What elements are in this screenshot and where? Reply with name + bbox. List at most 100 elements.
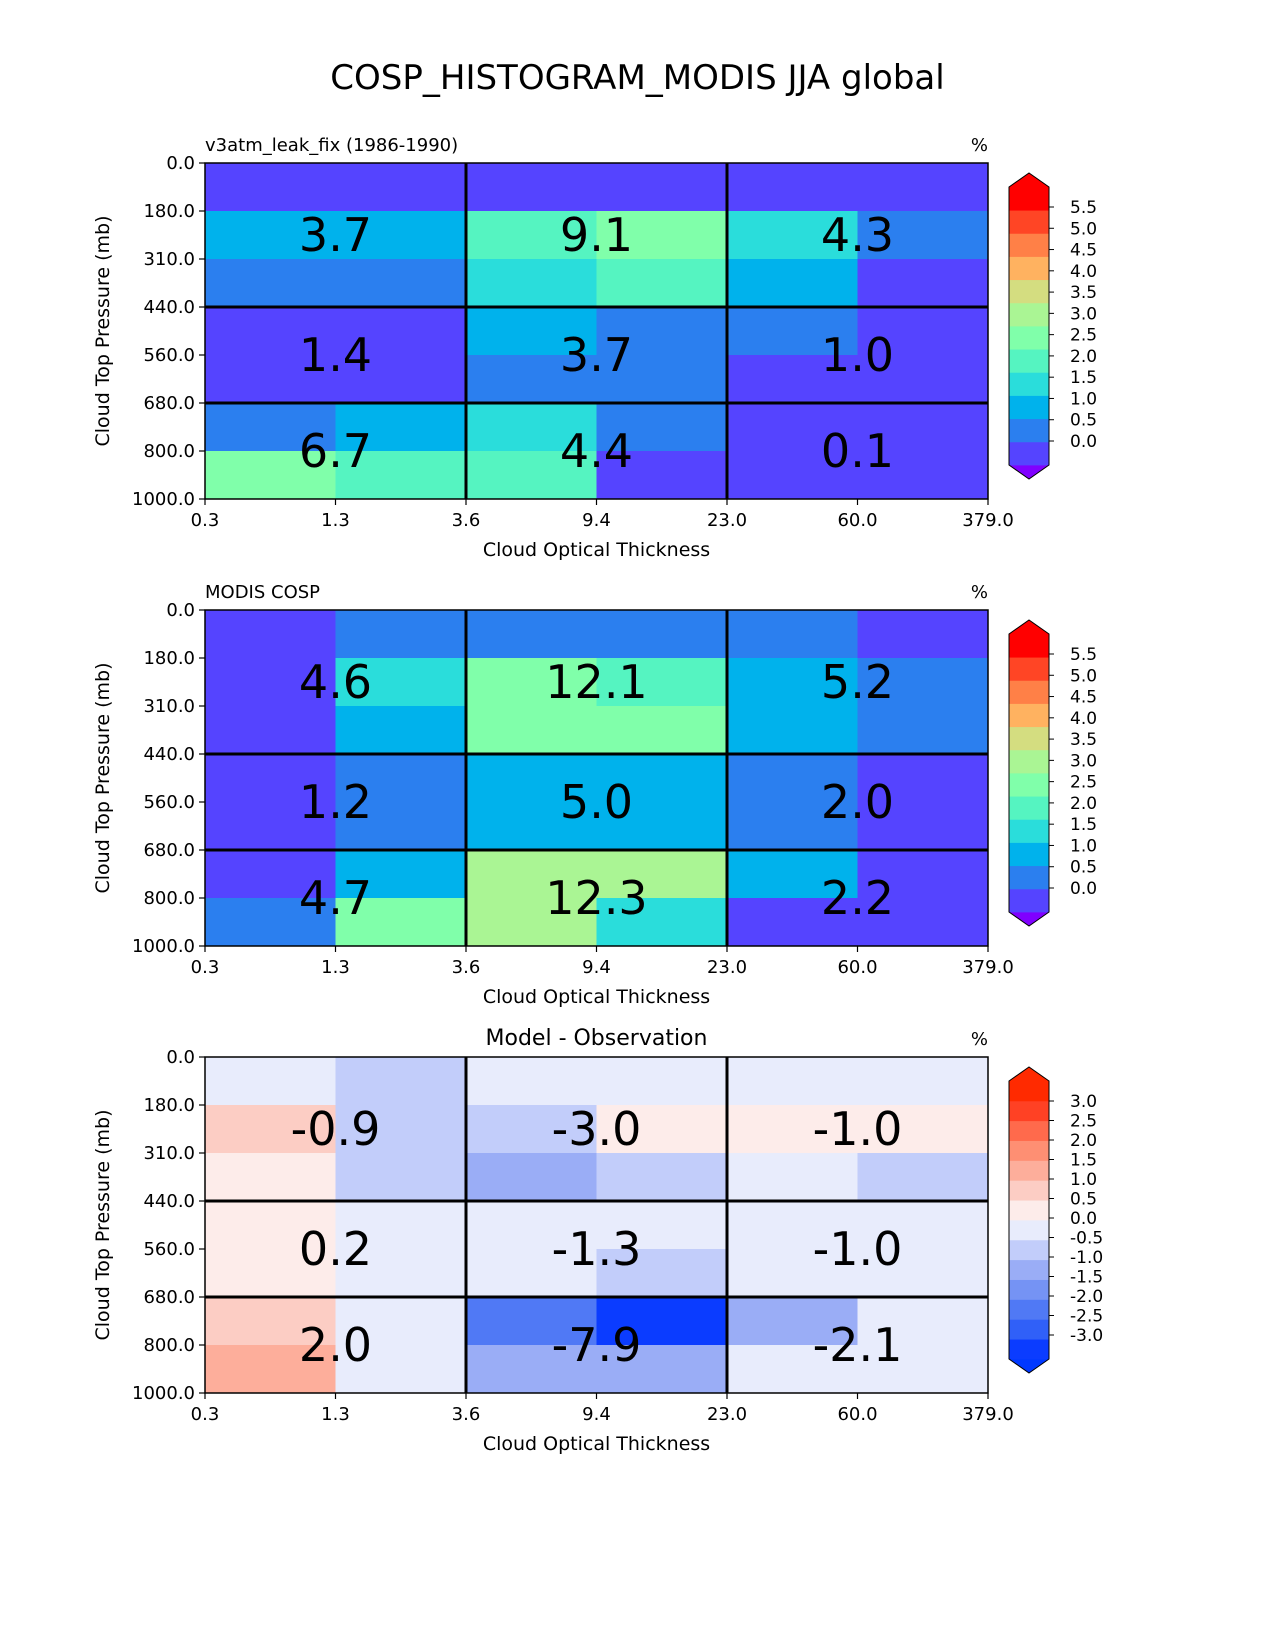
heatmap-cell	[205, 610, 336, 659]
heatmap-cell	[857, 1297, 989, 1346]
heatmap-cell	[335, 355, 467, 404]
group-value-label: 9.1	[560, 208, 633, 262]
group-value-label: -3.0	[552, 1102, 642, 1156]
y-tick-label: 0.0	[166, 153, 195, 174]
colorbar-tick-label: 3.5	[1070, 730, 1097, 750]
colorbar-segment	[1009, 1259, 1049, 1280]
group-value-label: 5.2	[821, 655, 894, 709]
colorbar-segment	[1009, 657, 1049, 681]
x-tick-label: 60.0	[837, 510, 877, 531]
heatmap-panel-3: -0.9 -3.0 -1.0 0.2 -1.3 -1.0 2.0 -7.9 -2.1 0.3 1.3…	[92, 1026, 1103, 1455]
colorbar-tick-label: 4.0	[1070, 709, 1097, 729]
colorbar-outline	[1008, 1066, 1050, 1374]
group-value-label: -2.1	[813, 1318, 903, 1372]
units-label: %	[971, 582, 988, 603]
colorbar-segment	[1009, 773, 1049, 797]
heatmap-cell	[727, 403, 858, 452]
colorbar-segment	[1009, 1220, 1049, 1241]
heatmap-cell	[727, 355, 858, 404]
y-tick-label: 0.0	[166, 600, 195, 621]
colorbar-segment	[1009, 279, 1049, 304]
colorbar-segment	[1009, 680, 1049, 704]
heatmap-cell	[335, 658, 467, 707]
colorbar-tick-label: 3.0	[1070, 751, 1097, 771]
colorbar-tick-label: 0.5	[1070, 1190, 1097, 1210]
heatmap-cell	[596, 1345, 728, 1394]
x-tick-label: 23.0	[707, 1404, 747, 1425]
heatmap-cell	[335, 211, 467, 260]
colorbar-segment	[1009, 256, 1049, 281]
x-axis-label: Cloud Optical Thickness	[483, 1433, 710, 1455]
y-tick-label: 560.0	[143, 1239, 195, 1260]
heatmap-cell	[205, 802, 336, 851]
colorbar-tick-label: 2.5	[1070, 1112, 1097, 1132]
heatmap-cell	[335, 1249, 467, 1298]
y-tick-label: 440.0	[143, 1191, 195, 1212]
colorbar-tick-label: -3.0	[1070, 1326, 1103, 1346]
heatmap-cell	[205, 1105, 336, 1154]
y-tick-label: 310.0	[143, 249, 195, 270]
y-axis-label: Cloud Top Pressure (mb)	[92, 1110, 114, 1341]
heatmap-cell	[727, 211, 858, 260]
colorbar-tick-label: 5.5	[1070, 645, 1097, 665]
heatmap-cell	[205, 850, 336, 899]
y-tick-label: 180.0	[143, 1095, 195, 1116]
y-tick-label: 440.0	[143, 744, 195, 765]
heatmap-cell	[466, 1345, 597, 1394]
colorbar-tick-label: 4.0	[1070, 262, 1097, 282]
colorbar-segment	[1009, 1279, 1049, 1300]
heatmap-cell	[596, 1249, 728, 1298]
y-tick-label: 800.0	[143, 888, 195, 909]
heatmap-cell	[727, 1345, 858, 1394]
heatmap-cell	[466, 610, 597, 659]
heatmap-cell	[596, 1201, 728, 1250]
colorbar-tick-label: -1.0	[1070, 1248, 1103, 1268]
heatmap-cell	[205, 259, 336, 308]
group-value-label: 2.2	[821, 871, 894, 925]
heatmap-cell	[727, 898, 858, 947]
heatmap-cell	[727, 451, 858, 500]
group-value-label: -0.9	[291, 1102, 381, 1156]
heatmap-cell	[335, 307, 467, 356]
colorbar-outline	[1008, 619, 1050, 927]
heatmap-cell	[596, 259, 728, 308]
colorbar-segment	[1009, 634, 1049, 658]
x-tick-label: 1.3	[321, 1404, 350, 1425]
colorbar-tick-label: 0.0	[1070, 432, 1097, 452]
colorbar-segment	[1009, 1100, 1049, 1122]
heatmap-cell	[727, 658, 858, 707]
colorbar-segment	[1009, 1081, 1049, 1102]
colorbar: 5.55.04.54.03.53.02.52.01.51.00.50.0	[1008, 619, 1097, 927]
heatmap-cell	[596, 1297, 728, 1346]
colorbar-tick-label: 1.0	[1070, 836, 1097, 856]
colorbar-tick-label: 2.5	[1070, 773, 1097, 793]
y-tick-label: 1000.0	[132, 936, 195, 957]
heatmap-cell	[857, 1057, 989, 1106]
colorbar-segment	[1009, 302, 1049, 327]
heatmap-cell	[335, 163, 467, 212]
colorbar-segment	[1009, 349, 1049, 373]
colorbar-tick-label: 1.5	[1070, 1151, 1097, 1171]
heatmap-cell	[596, 403, 728, 452]
heatmap-cell	[857, 451, 989, 500]
colorbar-tick-label: -1.5	[1070, 1268, 1103, 1288]
heatmap-cell	[466, 1057, 597, 1106]
heatmap-cell	[335, 610, 467, 659]
heatmap-cell	[335, 403, 467, 452]
heatmap-cell	[205, 1249, 336, 1298]
panel-title-center: Model - Observation	[486, 1026, 708, 1051]
y-tick-label: 1000.0	[132, 1383, 195, 1404]
colorbar-tick-label: 1.5	[1070, 368, 1097, 388]
colorbar-tick-label: 2.0	[1070, 794, 1097, 814]
heatmap-cell	[857, 658, 989, 707]
heatmap-cell	[466, 163, 597, 212]
heatmap-cell	[205, 1297, 336, 1346]
heatmap-cell	[596, 802, 728, 851]
heatmap-cell	[466, 355, 597, 404]
heatmap-cell	[466, 211, 597, 260]
heatmap-cell	[205, 1201, 336, 1250]
colorbar-tick-label: 4.5	[1070, 688, 1097, 708]
y-tick-label: 310.0	[143, 696, 195, 717]
x-tick-label: 379.0	[962, 957, 1014, 978]
